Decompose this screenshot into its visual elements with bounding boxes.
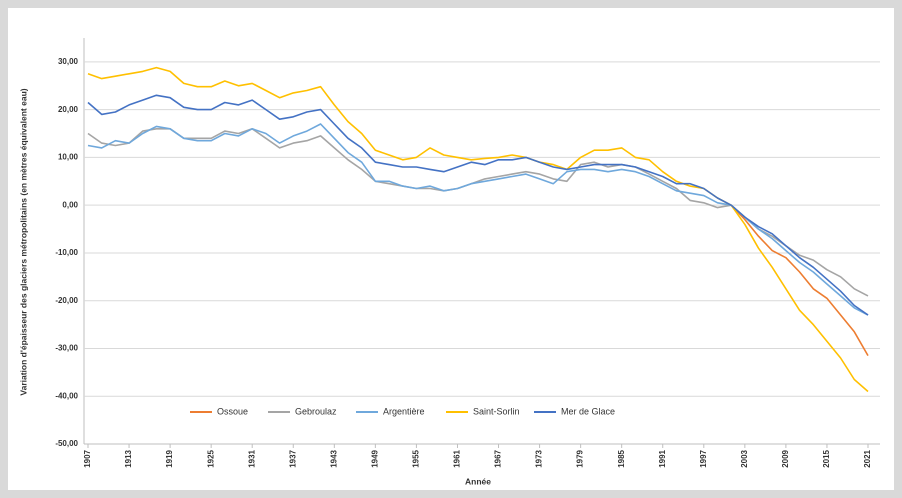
legend-label: Argentière bbox=[383, 406, 425, 416]
legend-label: Saint-Sorlin bbox=[473, 406, 520, 416]
series-line bbox=[730, 204, 869, 356]
x-tick-label: 1991 bbox=[658, 449, 667, 467]
x-tick-label: 2015 bbox=[822, 449, 831, 467]
chart-panel bbox=[8, 8, 894, 490]
x-tick-label: 2021 bbox=[863, 449, 872, 467]
y-tick-label: -50,00 bbox=[55, 439, 78, 448]
x-tick-label: 1943 bbox=[329, 449, 338, 467]
legend-label: Ossoue bbox=[217, 406, 248, 416]
x-tick-label: 2009 bbox=[781, 449, 790, 467]
series-line bbox=[87, 94, 869, 316]
y-tick-label: 10,00 bbox=[58, 153, 79, 162]
x-tick-label: 1997 bbox=[699, 449, 708, 467]
x-tick-label: 1919 bbox=[165, 449, 174, 467]
series-line bbox=[87, 66, 869, 393]
y-tick-label: -30,00 bbox=[55, 344, 78, 353]
x-tick-label: 2003 bbox=[740, 449, 749, 467]
x-tick-label: 1985 bbox=[617, 449, 626, 467]
x-tick-label: 1949 bbox=[370, 449, 379, 467]
y-tick-label: 0,00 bbox=[62, 200, 78, 209]
x-tick-label: 1961 bbox=[453, 449, 462, 467]
x-tick-label: 1979 bbox=[576, 449, 585, 467]
y-tick-label: -40,00 bbox=[55, 391, 78, 400]
x-tick-label: 1937 bbox=[288, 449, 297, 467]
y-tick-label: -20,00 bbox=[55, 296, 78, 305]
x-tick-label: 1907 bbox=[83, 449, 92, 467]
x-tick-label: 1973 bbox=[535, 449, 544, 467]
x-axis-title: Année bbox=[465, 476, 491, 486]
x-tick-label: 1967 bbox=[494, 449, 503, 467]
y-tick-label: -10,00 bbox=[55, 248, 78, 257]
legend-label: Mer de Glace bbox=[561, 406, 615, 416]
y-tick-label: 30,00 bbox=[58, 57, 79, 66]
x-tick-label: 1925 bbox=[206, 449, 215, 467]
x-tick-label: 1913 bbox=[124, 449, 133, 467]
x-tick-label: 1931 bbox=[247, 449, 256, 467]
y-axis-title: Variation d'épaisseur des glaciers métro… bbox=[18, 88, 28, 395]
legend-label: Gebroulaz bbox=[295, 406, 337, 416]
y-tick-label: 20,00 bbox=[58, 105, 79, 114]
x-tick-label: 1955 bbox=[412, 449, 421, 467]
